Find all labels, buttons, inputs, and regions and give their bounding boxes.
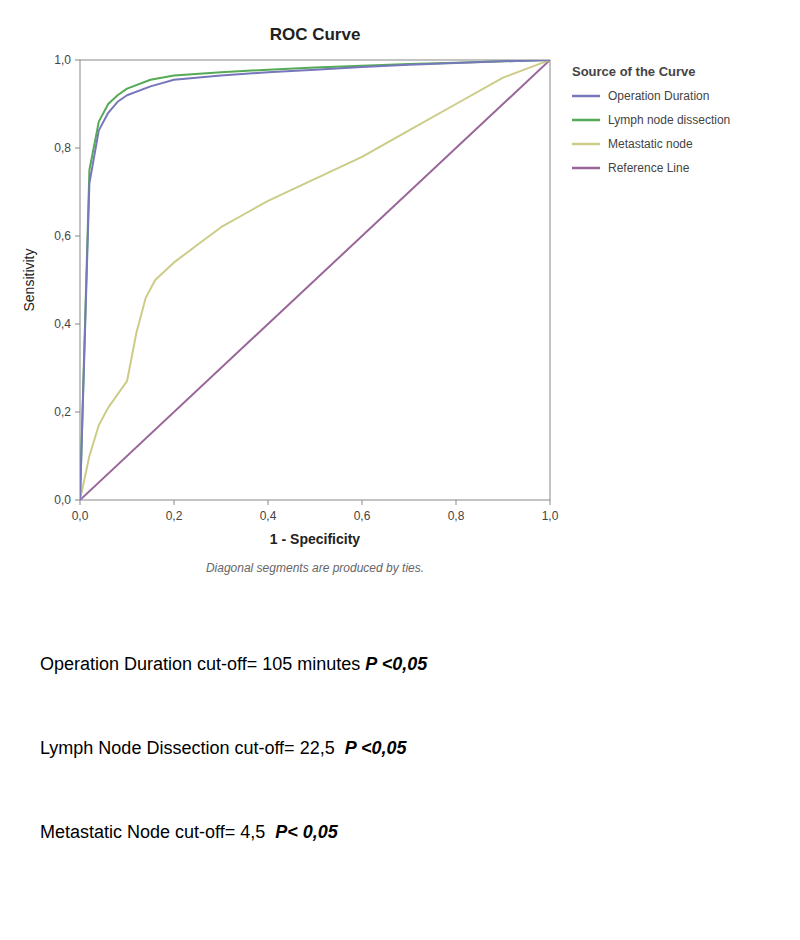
x-tick-label: 0,6	[354, 509, 371, 523]
annotation-text: Metastatic Node cut-off= 4,5	[40, 822, 275, 842]
legend-swatch	[572, 95, 600, 98]
legend-entry: Reference Line	[608, 161, 690, 175]
y-tick	[75, 500, 80, 501]
annotation-emphasis: P< 0,05	[275, 822, 339, 842]
x-tick-label: 0,0	[72, 509, 89, 523]
legend-entry: Lymph node dissection	[608, 113, 730, 127]
x-tick-label: 0,8	[448, 509, 465, 523]
legend-swatch	[572, 167, 600, 170]
roc-line	[80, 60, 550, 500]
annotation-emphasis: P <0,05	[345, 738, 408, 758]
annotation-emphasis: P <0,05	[365, 654, 428, 674]
series-lines	[80, 60, 550, 500]
y-tick-label: 0,8	[54, 141, 71, 155]
y-axis-label: Sensitivity	[21, 248, 37, 311]
y-tick	[75, 324, 80, 325]
annotation: Lymph Node Dissection cut-off= 22,5 P <0…	[40, 738, 408, 758]
annotation: Operation Duration cut-off= 105 minutes …	[40, 654, 428, 674]
annotation: Metastatic Node cut-off= 4,5 P< 0,05	[40, 822, 339, 842]
x-tick	[80, 500, 81, 505]
y-tick-label: 0,0	[54, 493, 71, 507]
roc-line	[80, 60, 550, 500]
legend-swatch	[572, 143, 600, 146]
x-tick	[456, 500, 457, 505]
legend-entry: Operation Duration	[608, 89, 709, 103]
legend-swatch	[572, 119, 600, 122]
y-tick-label: 0,4	[54, 317, 71, 331]
x-tick	[362, 500, 363, 505]
y-tick	[75, 60, 80, 61]
title: ROC Curve	[270, 25, 361, 44]
roc-line	[80, 60, 550, 500]
x-tick-label: 0,2	[166, 509, 183, 523]
x-tick	[174, 500, 175, 505]
x-tick	[268, 500, 269, 505]
axes: 0,0 0,2 0,4 0,6 0,8 1,0 0,0 0,2 0,4 0,6 0,8 1,0	[54, 53, 558, 523]
y-tick	[75, 412, 80, 413]
y-tick	[75, 148, 80, 149]
y-tick	[75, 236, 80, 237]
y-tick-label: 0,2	[54, 405, 71, 419]
x-tick	[550, 500, 551, 505]
roc-line	[80, 60, 550, 500]
annotation-text: Lymph Node Dissection cut-off= 22,5	[40, 738, 345, 758]
x-tick-label: 0,4	[260, 509, 277, 523]
annotation-text: Operation Duration cut-off= 105 minutes	[40, 654, 365, 674]
annotations: Operation Duration cut-off= 105 minutes …	[40, 654, 428, 842]
y-tick-label: 0,6	[54, 229, 71, 243]
x-tick-label: 1,0	[542, 509, 559, 523]
y-tick-label: 1,0	[54, 53, 71, 67]
plot-frame	[80, 60, 550, 500]
legend: Source of the Curve Operation Duration Lym…	[572, 64, 730, 175]
chart: ROC Curve0,00,20,40,60,81,00,00,20,40,60…	[0, 0, 800, 940]
x-axis-label: 1 - Specificity	[270, 531, 360, 547]
legend-entry: Metastatic node	[608, 137, 693, 151]
footnote: Diagonal segments are produced by ties.	[206, 561, 424, 575]
legend-title: Source of the Curve	[572, 64, 696, 79]
